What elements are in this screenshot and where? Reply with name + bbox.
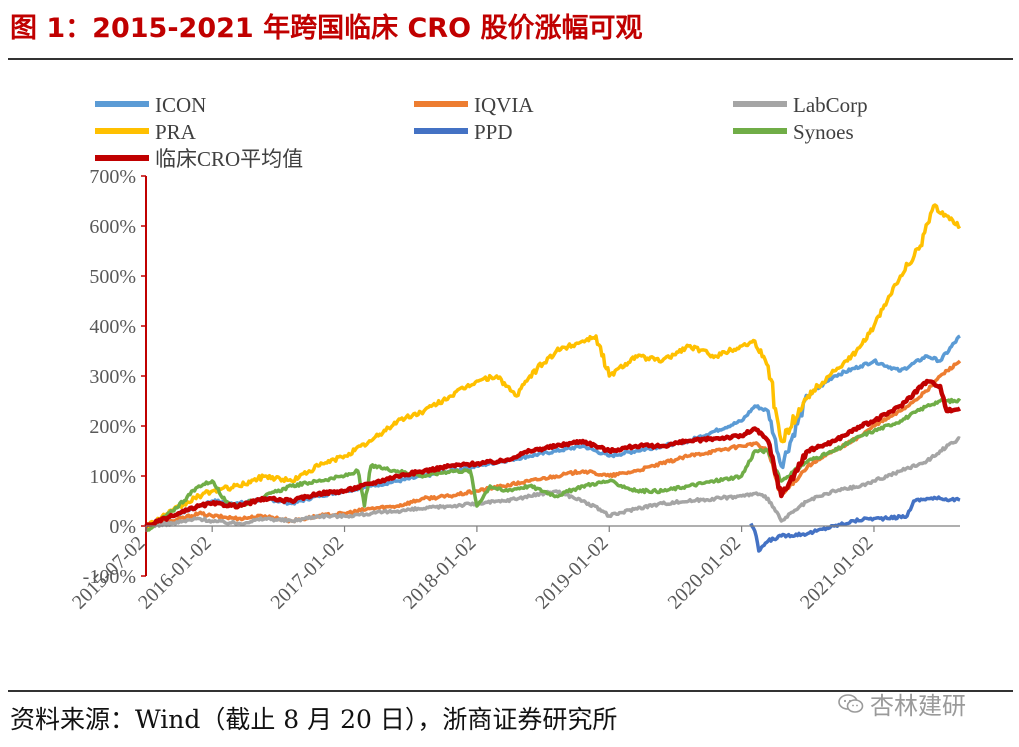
y-tick-label: 500% bbox=[89, 266, 136, 288]
y-tick-label: 700% bbox=[89, 166, 136, 188]
series-line-临床CRO平均值 bbox=[144, 378, 962, 528]
figure-title: 图 1：2015-2021 年跨国临床 CRO 股价涨幅可观 bbox=[10, 13, 643, 44]
series-line-PRA bbox=[145, 203, 962, 529]
wechat-icon bbox=[838, 693, 864, 713]
legend-label: ICON bbox=[155, 93, 206, 117]
axis-layer: -100%0%100%200%300%400%500%600%700%2015-… bbox=[68, 166, 960, 614]
source-note: 资料来源：Wind（截止 8 月 20 日），浙商证券研究所 bbox=[10, 705, 618, 734]
series-line-Synoes bbox=[144, 397, 962, 533]
bottom-rule bbox=[8, 690, 1013, 692]
legend: ICON IQVIA LabCorp PRA PPD Synoes 临床CRO平均值 bbox=[95, 93, 868, 171]
x-tick-label: 2017-01-02 bbox=[267, 532, 349, 614]
y-tick-label: 0% bbox=[109, 516, 136, 538]
legend-label: IQVIA bbox=[474, 93, 534, 117]
x-tick-label: 2018-01-02 bbox=[399, 532, 481, 614]
y-tick-label: -100% bbox=[83, 566, 136, 588]
series-line-PPD bbox=[749, 495, 961, 553]
y-tick-label: 400% bbox=[89, 316, 136, 338]
y-tick-label: 100% bbox=[89, 466, 136, 488]
legend-label: 临床CRO平均值 bbox=[155, 147, 303, 171]
y-tick-label: 300% bbox=[89, 366, 136, 388]
legend-label: PRA bbox=[155, 120, 197, 144]
x-tick-label: 2019-01-02 bbox=[531, 532, 613, 614]
legend-label: Synoes bbox=[793, 120, 854, 144]
series-layer bbox=[144, 203, 962, 553]
legend-label: LabCorp bbox=[793, 93, 868, 117]
series-line-LabCorp bbox=[144, 436, 961, 529]
chart: -100%0%100%200%300%400%500%600%700%2015-… bbox=[68, 93, 962, 614]
x-tick-label: 2021-01-02 bbox=[796, 532, 878, 614]
top-rule bbox=[8, 58, 1013, 60]
legend-label: PPD bbox=[474, 120, 513, 144]
watermark-text: 杏林建研 bbox=[870, 692, 966, 720]
y-tick-label: 600% bbox=[89, 216, 136, 238]
y-tick-label: 200% bbox=[89, 416, 136, 438]
watermark: 杏林建研 bbox=[838, 686, 966, 721]
x-tick-label: 2020-01-02 bbox=[664, 532, 746, 614]
